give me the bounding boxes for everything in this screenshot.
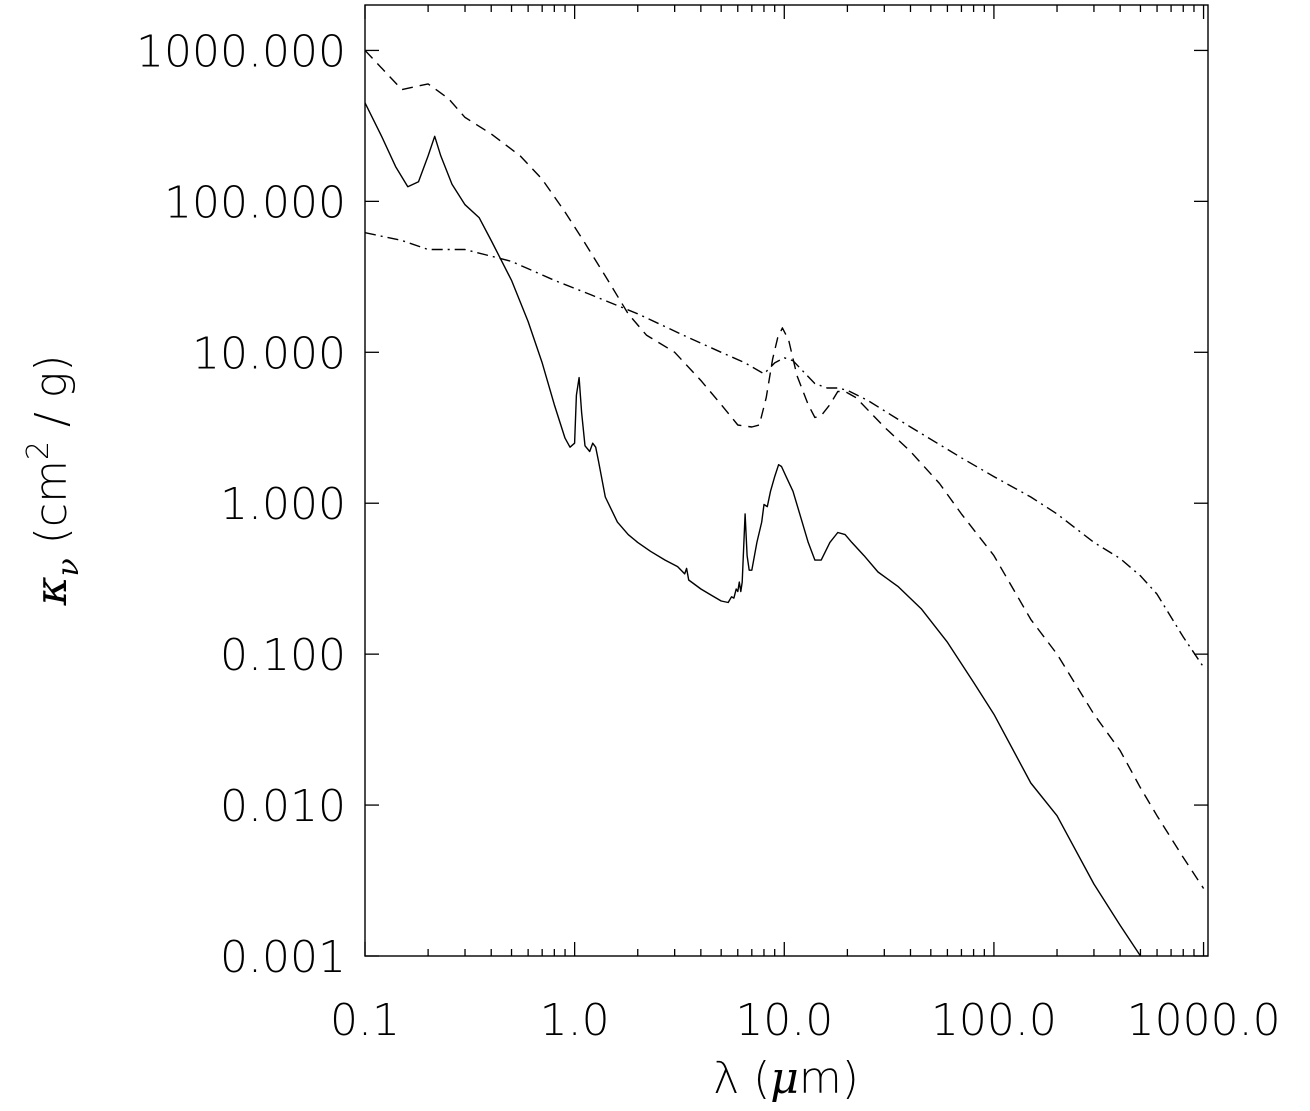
y-axis-title: κν(cm2 / g) (21, 355, 86, 607)
y-tick-label: 0.010 (220, 781, 346, 832)
y-tick-label: 1000.000 (136, 26, 346, 77)
x-tick-label: 1.0 (540, 995, 610, 1046)
series-line-dashed (365, 49, 1205, 889)
y-tick-label: 0.100 (220, 630, 346, 681)
y-tick-label: 1.000 (220, 479, 346, 530)
series-line-solid (365, 102, 1142, 956)
x-tick-labels: 0.1 1.0 10.0 100.0 1000.0 (330, 995, 1281, 1046)
y-tick-label: 0.001 (220, 932, 346, 983)
x-tick-label: 0.1 (330, 995, 400, 1046)
x-tick-label: 10.0 (735, 995, 833, 1046)
x-tick-label: 1000.0 (1127, 995, 1281, 1046)
y-tick-label: 100.000 (164, 177, 346, 228)
y-tick-labels: 0.001 0.010 0.100 1.000 10.000 100.000 1000.00… (136, 26, 346, 983)
y-tick-label: 10.000 (192, 328, 346, 379)
data-series (365, 49, 1205, 956)
x-axis-title: λ (μm) (713, 1053, 859, 1104)
axis-ticks (364, 5, 1208, 957)
plot-frame (364, 4, 1209, 957)
x-tick-label: 100.0 (931, 995, 1057, 1046)
series-line-dash-dot (365, 232, 1205, 668)
